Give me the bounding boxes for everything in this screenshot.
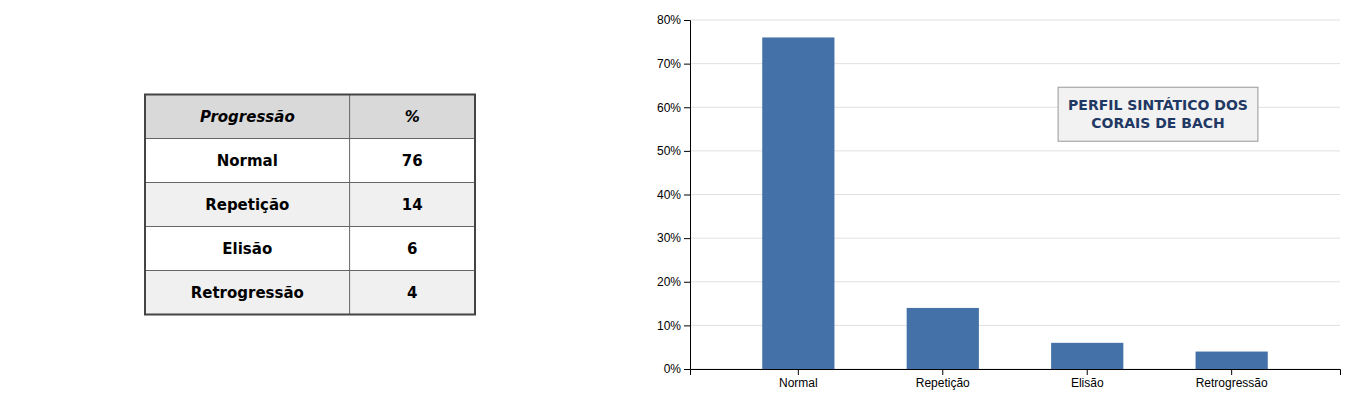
y-tick: 70% <box>657 57 690 71</box>
table-cell: 76 <box>402 152 423 170</box>
y-tick-mark <box>684 282 690 283</box>
annotation-text: PERFIL SINTÁTICO DOS <box>1068 97 1248 113</box>
bars <box>762 37 1268 369</box>
y-tick: 10% <box>657 319 690 333</box>
x-tick: Repetição <box>916 369 970 390</box>
annotation-text: CORAIS DE BACH <box>1091 115 1225 131</box>
x-tick-mark <box>1087 369 1088 375</box>
y-tick-label: 20% <box>657 275 681 289</box>
y-tick: 20% <box>657 275 690 289</box>
grid <box>690 20 1340 369</box>
table-border <box>145 95 475 315</box>
table-cell: Elisão <box>222 240 272 258</box>
y-tick: 80% <box>657 13 690 27</box>
y-tick-label: 70% <box>657 57 681 71</box>
y-tick: 40% <box>657 188 690 202</box>
x-tick-label: Elisão <box>1071 376 1104 390</box>
grid-line <box>690 20 1340 21</box>
x-tick: Elisão <box>1071 369 1104 390</box>
table-cell: 6 <box>407 240 417 258</box>
y-tick-label: 10% <box>657 319 681 333</box>
x-tick: Retrogressão <box>1196 369 1268 390</box>
table: Progressão% Normal 76 Repetição 14 Elisão 6 Ret… <box>145 95 475 315</box>
x-tick: Normal <box>779 369 818 390</box>
y-tick-mark <box>684 325 690 326</box>
table-divider <box>349 95 350 315</box>
y-tick-mark <box>684 107 690 108</box>
x-tick-label: Repetição <box>916 376 970 390</box>
y-tick-mark <box>684 238 690 239</box>
table-row-bg <box>145 139 475 183</box>
y-tick: 60% <box>657 101 690 115</box>
x-axis-line <box>691 370 1341 376</box>
y-tick-mark <box>684 64 690 65</box>
y-tick-label: 0% <box>664 362 682 376</box>
x-tick-mark <box>798 369 799 375</box>
y-tick: 30% <box>657 231 690 245</box>
y-axis: 0% 10% 20% 30% 40% 50% 60% 70% 80% <box>657 13 691 376</box>
y-tick-mark <box>684 151 690 152</box>
annotation: PERFIL SINTÁTICO DOS CORAIS DE BACH <box>1058 87 1258 141</box>
table-row-bg <box>145 271 475 315</box>
y-tick-mark <box>684 20 690 21</box>
bar <box>1051 343 1123 369</box>
x-tick-mark <box>942 369 943 375</box>
x-tick-label: Retrogressão <box>1196 376 1268 390</box>
y-tick: 50% <box>657 144 690 158</box>
x-tick-label: Normal <box>779 376 818 390</box>
bar <box>762 37 834 369</box>
table-header: Progressão <box>200 108 295 126</box>
y-tick-label: 30% <box>657 231 681 245</box>
y-tick: 0% <box>664 362 690 376</box>
bar <box>1196 352 1268 369</box>
x-axis: Normal Repetição Elisão Retrogressão <box>691 369 1341 390</box>
table-row-bg <box>145 227 475 271</box>
table-cell: 14 <box>402 196 423 214</box>
y-tick-mark <box>684 195 690 196</box>
annotation-box <box>1058 87 1258 141</box>
table-cell: Retrogressão <box>191 284 304 302</box>
y-tick-label: 40% <box>657 188 681 202</box>
table-cell: Normal <box>217 152 278 170</box>
table-cell: Repetição <box>205 196 289 214</box>
y-tick-mark <box>684 369 690 370</box>
figure: Progressão% Normal 76 Repetição 14 Elisão 6 Ret… <box>0 0 1370 409</box>
y-axis-line <box>684 21 691 370</box>
bar <box>907 308 979 369</box>
table-cell: 4 <box>407 284 417 302</box>
x-tick-mark <box>1231 369 1232 375</box>
table-header: % <box>405 108 420 126</box>
y-tick-label: 50% <box>657 144 681 158</box>
table-row-bg <box>145 183 475 227</box>
y-tick-label: 60% <box>657 101 681 115</box>
table-header-bg <box>145 95 475 139</box>
y-tick-label: 80% <box>657 13 681 27</box>
bar-chart: 0% 10% 20% 30% 40% 50% 60% 70% 80% Normal Repetiçã… <box>657 13 1341 389</box>
